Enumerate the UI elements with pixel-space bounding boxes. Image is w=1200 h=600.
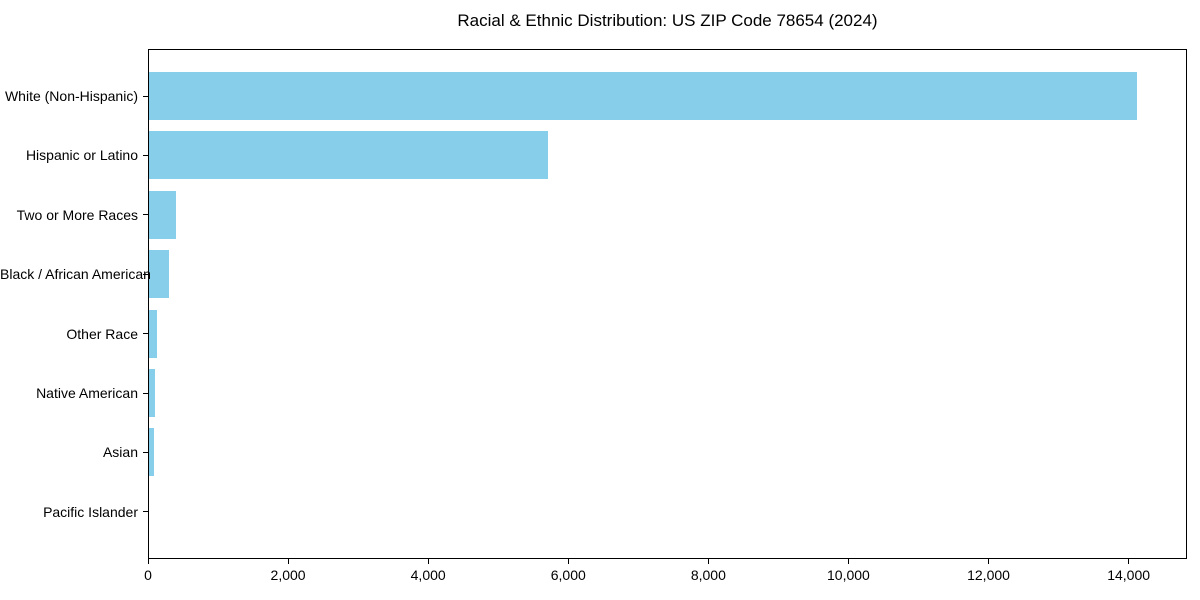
chart-title: Racial & Ethnic Distribution: US ZIP Cod… [457, 11, 878, 30]
bar-white-non-hispanic [149, 72, 1137, 120]
bar-black-african-american [149, 250, 170, 299]
x-tick-label: 0 [144, 567, 152, 583]
x-tick-label: 6,000 [550, 567, 586, 583]
x-tick-label: 12,000 [967, 567, 1010, 583]
x-tick-label: 8,000 [690, 567, 726, 583]
y-tick-label: Black / African American [0, 266, 151, 283]
x-tick-mark [567, 559, 569, 564]
y-tick-label: Asian [102, 444, 138, 461]
x-tick-mark [147, 559, 149, 564]
y-tick-label: Native American [36, 385, 138, 401]
x-tick-label: 10,000 [827, 567, 870, 583]
y-tick-label: White (Non-Hispanic) [4, 88, 138, 104]
x-tick-mark [1128, 559, 1130, 564]
y-tick-mark [143, 154, 148, 156]
bar-other-race [149, 309, 158, 358]
y-tick-label: Two or More Races [16, 206, 138, 223]
y-tick-mark [143, 273, 148, 275]
x-tick-mark [707, 559, 709, 564]
bar-native-american [149, 369, 155, 417]
bar-two-or-more-races [149, 190, 176, 239]
y-tick-mark [143, 392, 148, 394]
x-tick-mark [847, 559, 849, 564]
y-tick-mark [143, 214, 148, 216]
x-tick-mark [427, 559, 429, 564]
x-tick-mark [287, 559, 289, 564]
bar-hispanic-or-latino [149, 131, 549, 180]
y-tick-mark [143, 511, 148, 513]
y-tick-label: Pacific Islander [43, 503, 138, 520]
x-tick-label: 2,000 [270, 567, 306, 583]
y-tick-label: Other Race [66, 325, 138, 342]
y-tick-mark [143, 333, 148, 335]
x-tick-label: 14,000 [1107, 567, 1151, 583]
x-tick-mark [988, 559, 990, 564]
x-tick-label: 4,000 [410, 567, 446, 583]
y-tick-mark [143, 451, 148, 453]
bar-asian [149, 428, 155, 477]
y-tick-label: Hispanic or Latino [25, 147, 138, 164]
plot-area [148, 49, 1187, 559]
y-tick-mark [143, 95, 148, 97]
